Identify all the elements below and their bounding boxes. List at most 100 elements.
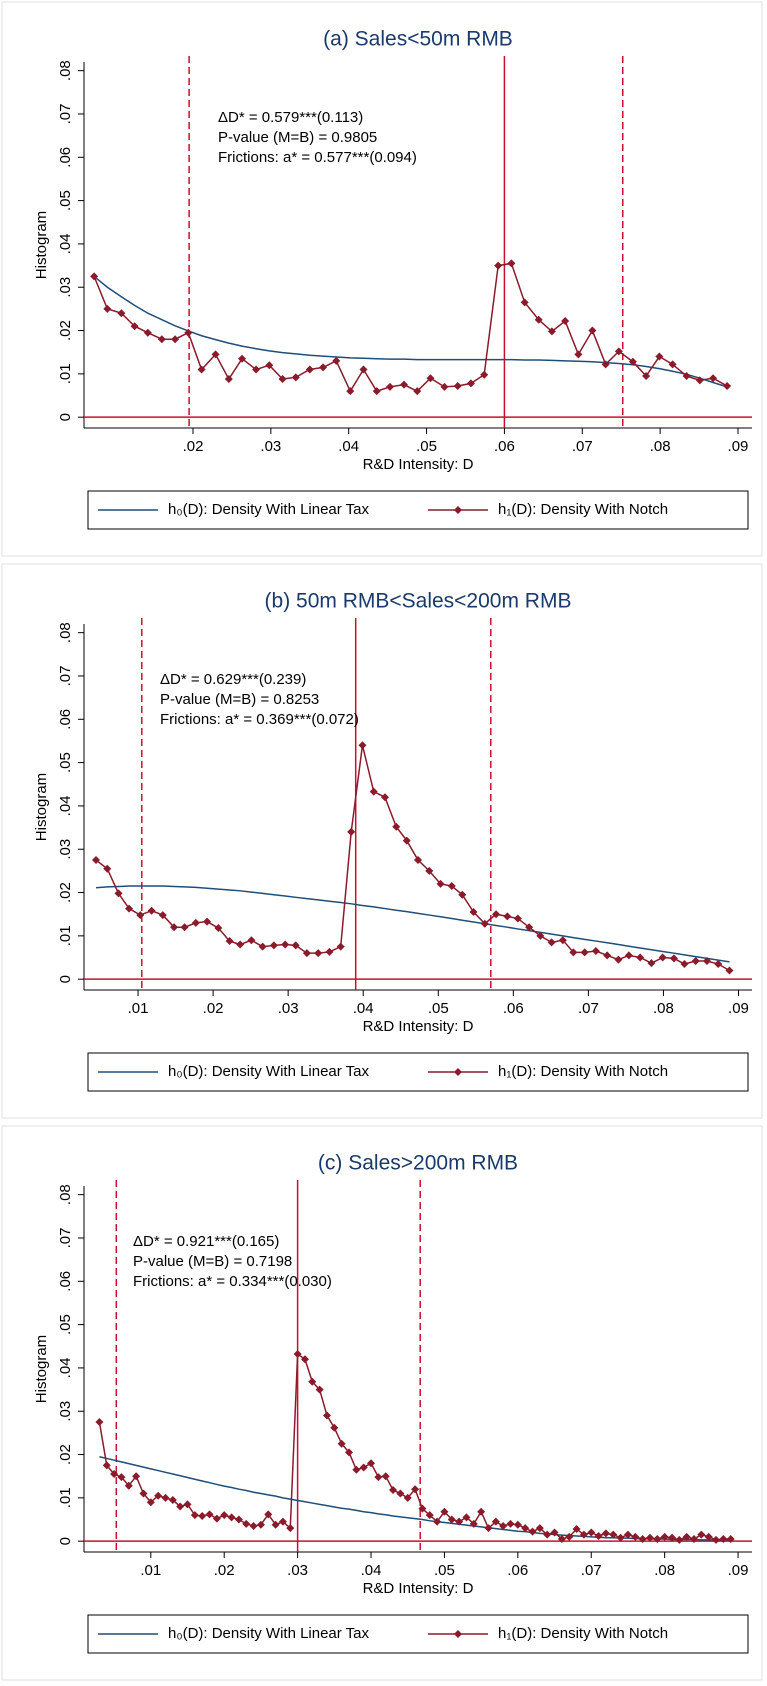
- data-point: [536, 931, 545, 940]
- data-point: [579, 1530, 588, 1539]
- data-point: [436, 879, 445, 888]
- data-point: [614, 347, 623, 356]
- x-tick-label: .07: [578, 1000, 599, 1017]
- x-axis-label: R&D Intensity: D: [363, 1580, 474, 1597]
- y-axis-label: Histogram: [33, 1335, 50, 1403]
- y-tick-label: .06: [57, 1271, 74, 1292]
- data-point: [418, 1504, 427, 1513]
- x-tick-label: .02: [183, 438, 204, 455]
- y-tick-label: .05: [57, 190, 74, 211]
- data-point: [278, 1517, 287, 1526]
- data-point: [414, 856, 422, 865]
- data-point: [332, 356, 341, 365]
- data-point: [499, 1522, 508, 1531]
- y-tick-label: .06: [57, 147, 74, 168]
- data-point: [550, 1528, 559, 1537]
- chart-title: (c) Sales>200m RMB: [318, 1152, 518, 1175]
- x-tick-label: .03: [278, 1000, 299, 1017]
- y-tick-label: .04: [57, 795, 74, 816]
- data-point: [594, 1531, 603, 1540]
- data-point: [234, 1515, 243, 1524]
- data-point: [198, 1512, 207, 1521]
- x-tick-label: .09: [728, 438, 749, 455]
- data-point: [543, 1530, 552, 1539]
- x-tick-label: .04: [361, 1562, 382, 1579]
- legend-label: h₀(D): Density With Linear Tax: [168, 1063, 370, 1080]
- x-tick-label: .06: [503, 1000, 524, 1017]
- data-point: [547, 938, 556, 947]
- data-point: [506, 1519, 515, 1528]
- data-point: [110, 1470, 119, 1479]
- data-point: [136, 911, 145, 920]
- legend-label: h₁(D): Density With Notch: [498, 501, 668, 518]
- data-point: [667, 1533, 676, 1542]
- data-point: [161, 1493, 170, 1502]
- data-point: [278, 375, 287, 384]
- data-point: [682, 372, 691, 381]
- data-point: [330, 1423, 339, 1432]
- data-point: [492, 910, 501, 919]
- data-point: [642, 372, 651, 381]
- x-tick-label: .05: [428, 1000, 449, 1017]
- data-point: [480, 370, 489, 379]
- data-point: [455, 1517, 464, 1526]
- data-point: [655, 352, 664, 361]
- data-point: [359, 365, 368, 374]
- legend-box: [87, 490, 749, 530]
- data-point: [372, 387, 381, 396]
- data-point: [392, 822, 401, 831]
- data-point: [117, 1473, 126, 1482]
- data-point: [359, 1463, 368, 1472]
- y-tick-label: .01: [57, 363, 74, 384]
- y-tick-label: .08: [57, 60, 74, 81]
- data-point: [302, 949, 311, 958]
- legend-box: [87, 1614, 749, 1654]
- legend-label: h₁(D): Density With Notch: [498, 1063, 668, 1080]
- x-tick-label: .07: [572, 438, 593, 455]
- data-point: [336, 942, 345, 951]
- data-point: [286, 1524, 295, 1533]
- x-tick-label: .06: [494, 438, 515, 455]
- data-point: [171, 335, 180, 344]
- data-point: [132, 1472, 141, 1481]
- y-tick-label: 0: [57, 1537, 74, 1545]
- data-point: [675, 1535, 684, 1544]
- data-point: [180, 923, 189, 932]
- data-point: [462, 1513, 471, 1522]
- data-point: [315, 1385, 324, 1394]
- data-point: [191, 918, 200, 927]
- data-point: [574, 350, 583, 359]
- x-tick-label: .05: [416, 438, 437, 455]
- chart-title: (a) Sales<50m RMB: [323, 28, 513, 51]
- data-point: [636, 953, 645, 962]
- data-point: [352, 1465, 361, 1474]
- data-point: [534, 315, 543, 324]
- data-point: [491, 1517, 500, 1526]
- data-point: [224, 375, 233, 384]
- data-point: [176, 1502, 185, 1511]
- data-point: [389, 1486, 398, 1495]
- data-point: [669, 954, 678, 963]
- data-point: [525, 923, 534, 932]
- data-point: [247, 936, 256, 945]
- y-tick-label: .03: [57, 277, 74, 298]
- data-point: [453, 381, 462, 390]
- data-point: [154, 1491, 163, 1500]
- x-tick-label: .07: [581, 1562, 602, 1579]
- legend-label: h₀(D): Density With Linear Tax: [168, 1625, 370, 1642]
- x-tick-label: .08: [653, 1000, 674, 1017]
- data-point: [668, 360, 677, 369]
- data-point: [723, 381, 732, 390]
- legend-box: [87, 1052, 749, 1092]
- data-point: [197, 365, 206, 374]
- x-tick-label: .01: [140, 1562, 161, 1579]
- data-point: [638, 1535, 647, 1544]
- series-line: [93, 262, 728, 393]
- data-point: [447, 1515, 456, 1524]
- data-point: [614, 955, 623, 964]
- y-tick-label: .03: [57, 839, 74, 860]
- data-point: [557, 1535, 566, 1544]
- data-point: [380, 793, 389, 802]
- data-point: [325, 947, 334, 956]
